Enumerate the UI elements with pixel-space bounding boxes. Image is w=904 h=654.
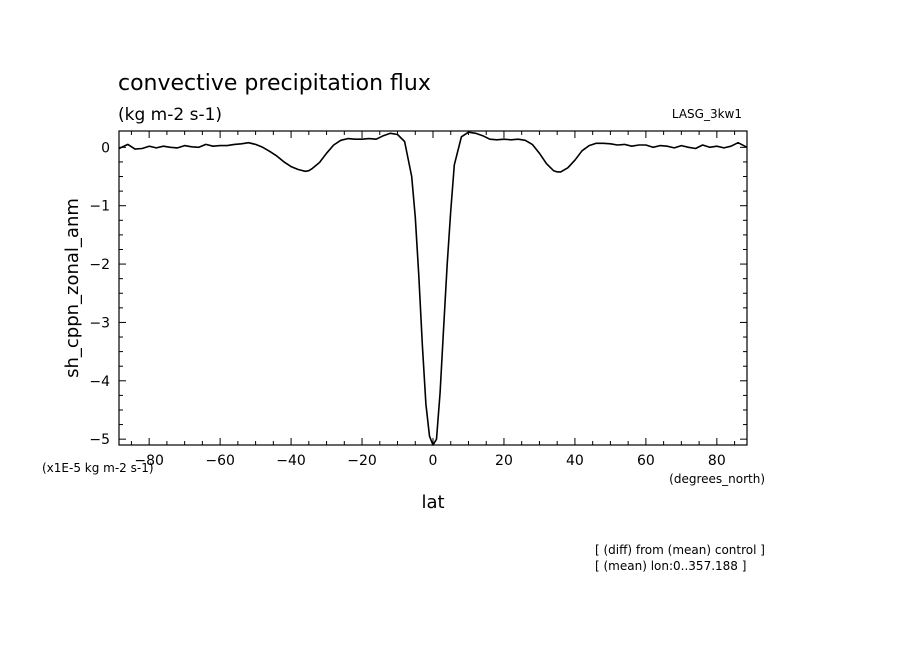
chart-title: convective precipitation flux <box>118 71 431 96</box>
x-tick-label: 40 <box>566 453 584 469</box>
y-tick-label: 0 <box>101 140 110 156</box>
y-tick-label: −2 <box>89 257 110 273</box>
y-tick-label: −4 <box>89 374 110 390</box>
note-mean: [ (mean) lon:0..357.188 ] <box>595 559 746 573</box>
dataset-label: LASG_3kw1 <box>672 107 742 121</box>
series-line <box>118 131 748 446</box>
y-tick-label: −1 <box>89 199 110 215</box>
plot-area: −80 −60 −40 −20 0 20 40 60 80 0 −1 −2 −3 −4 −5 <box>89 130 748 469</box>
x-tick-label: 60 <box>637 453 655 469</box>
x-tick-label: −20 <box>347 453 377 469</box>
x-axis-label: lat <box>421 492 444 513</box>
x-tick-label: 80 <box>708 453 726 469</box>
x-units-label: (degrees_north) <box>669 472 765 486</box>
x-tick-label: −60 <box>205 453 235 469</box>
y-tick-label: −5 <box>89 432 110 448</box>
note-diff: [ (diff) from (mean) control ] <box>595 543 765 557</box>
x-tick-label: 0 <box>429 453 438 469</box>
x-tick-label: −40 <box>276 453 306 469</box>
x-tick-label: 20 <box>495 453 513 469</box>
y-axis-label: sh_cppn_zonal_anm <box>62 198 83 378</box>
x-tick-label: −80 <box>134 453 164 469</box>
y-scale-note: (x1E-5 kg m-2 s-1) <box>42 461 154 475</box>
chart-units: (kg m-2 s-1) <box>118 105 222 125</box>
y-tick-label: −3 <box>89 315 110 331</box>
plot-frame <box>118 130 748 446</box>
